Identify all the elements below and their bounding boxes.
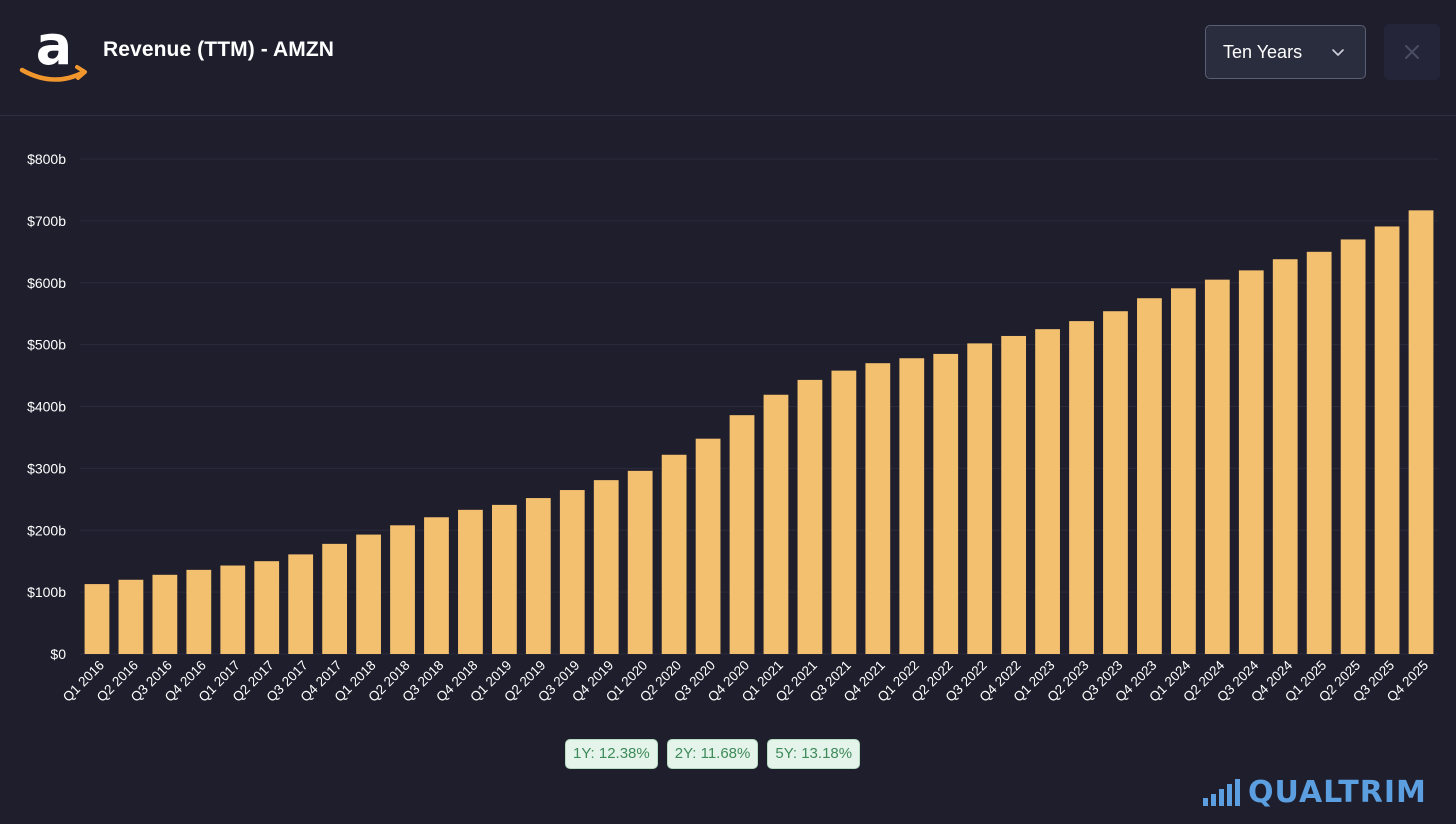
bar[interactable] (865, 363, 891, 654)
signal-bars-icon (1203, 779, 1240, 806)
y-tick-label: $400b (27, 399, 66, 415)
revenue-bar-chart: $0 $100b $200b $300b $400b $500b $600b $700b $80… (27, 151, 1438, 705)
bar[interactable] (593, 480, 619, 654)
bar[interactable] (1001, 335, 1027, 654)
y-tick-label: $300b (27, 460, 66, 476)
bar[interactable] (1204, 279, 1230, 654)
bar[interactable] (729, 415, 755, 654)
bar[interactable] (1170, 288, 1196, 654)
bar[interactable] (525, 498, 551, 654)
y-tick-label: $600b (27, 275, 66, 291)
bar[interactable] (695, 438, 721, 654)
brand-watermark: QUALTRIM (1202, 774, 1442, 810)
growth-badge-1y: 1Y: 12.38% (565, 739, 658, 769)
y-tick-label: $700b (27, 213, 66, 229)
amazon-logo-icon: a (19, 20, 87, 82)
header: a Revenue (TTM) - AMZN Ten Years (0, 0, 1456, 116)
bar[interactable] (491, 504, 517, 654)
growth-badges: 1Y: 12.38% 2Y: 11.68% 5Y: 13.18% (565, 739, 861, 769)
brand-name: QUALTRIM (1248, 774, 1427, 810)
bar[interactable] (1340, 239, 1366, 654)
bar[interactable] (390, 525, 415, 654)
bar[interactable] (1374, 226, 1400, 654)
y-axis-ticks: $0 $100b $200b $300b $400b $500b $600b $700b $80… (27, 151, 66, 662)
svg-text:a: a (36, 20, 72, 77)
bar[interactable] (559, 490, 585, 654)
bar[interactable] (186, 569, 212, 654)
y-tick-label: $100b (27, 584, 66, 600)
page-title: Revenue (TTM) - AMZN (103, 38, 335, 61)
bar[interactable] (118, 579, 144, 654)
bar[interactable] (763, 394, 789, 654)
bar[interactable] (322, 543, 348, 654)
bar[interactable] (458, 509, 483, 654)
chart-bars (84, 210, 1434, 654)
y-tick-label: $500b (27, 337, 66, 353)
bar[interactable] (1306, 251, 1332, 654)
range-select[interactable]: Ten Years (1205, 25, 1366, 79)
bar[interactable] (1238, 270, 1264, 654)
y-tick-label: $200b (27, 522, 66, 538)
close-icon (1405, 45, 1419, 59)
bar[interactable] (627, 470, 653, 654)
bar[interactable] (288, 554, 314, 654)
bar[interactable] (254, 561, 280, 654)
range-select-value: Ten Years (1223, 41, 1303, 62)
bar[interactable] (1035, 329, 1060, 654)
y-tick-label: $0 (50, 646, 66, 662)
bar[interactable] (797, 379, 823, 654)
bar[interactable] (1408, 210, 1434, 654)
y-tick-label: $800b (27, 151, 66, 167)
bar[interactable] (899, 358, 925, 654)
bar[interactable] (1069, 321, 1094, 654)
bar[interactable] (152, 574, 178, 654)
bar[interactable] (967, 343, 993, 654)
bar[interactable] (356, 534, 381, 654)
bar[interactable] (933, 353, 959, 654)
bar[interactable] (1103, 311, 1128, 654)
bar[interactable] (661, 454, 687, 654)
bar[interactable] (84, 584, 110, 654)
close-button[interactable] (1384, 24, 1440, 80)
chart-grid (80, 158, 1438, 655)
growth-badge-2y: 2Y: 11.68% (666, 739, 759, 769)
bar[interactable] (1272, 259, 1298, 654)
bar[interactable] (220, 565, 246, 654)
chevron-down-icon (1332, 49, 1344, 56)
bar[interactable] (831, 370, 857, 654)
bar[interactable] (1137, 298, 1162, 654)
growth-badge-5y: 5Y: 13.18% (767, 739, 861, 769)
bar[interactable] (424, 517, 449, 654)
